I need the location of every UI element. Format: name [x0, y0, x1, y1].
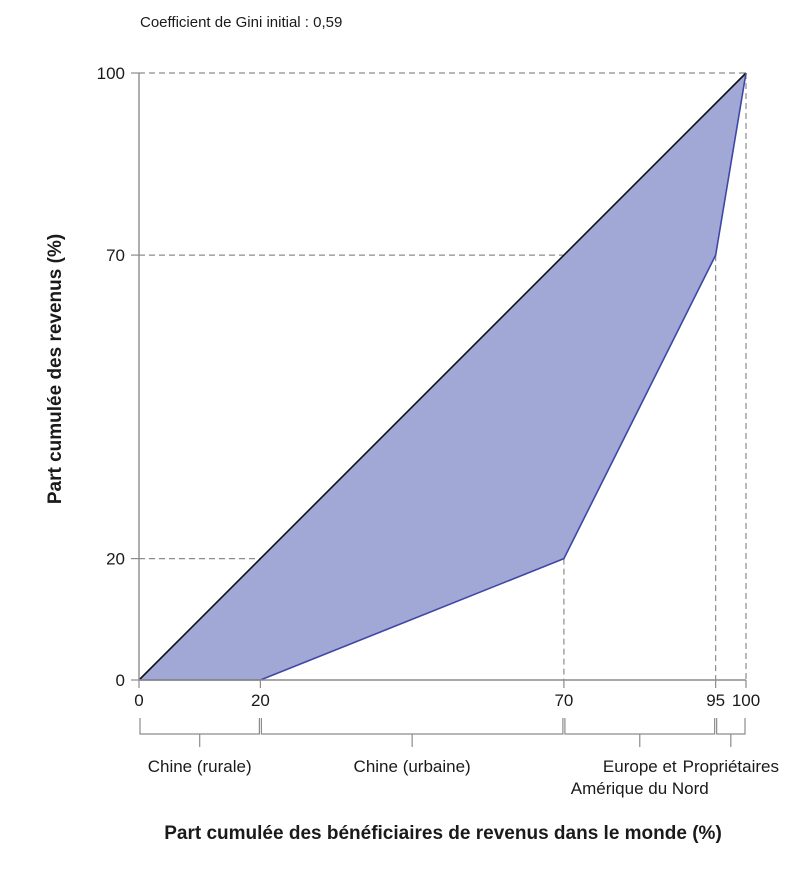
y-tick-label: 20: [106, 550, 125, 569]
group-bracket: Propriétaires: [683, 718, 779, 776]
group-label: Chine (urbaine): [354, 757, 471, 776]
x-tick-label: 20: [251, 691, 270, 710]
y-axis-ticks: 0 20 70 100: [97, 64, 139, 690]
y-tick-label: 100: [97, 64, 125, 83]
y-axis-title: Part cumulée des revenus (%): [45, 234, 66, 504]
x-tick-label: 70: [554, 691, 573, 710]
group-label: Amérique du Nord: [571, 779, 709, 798]
perfect-equality-line: [138, 72, 747, 681]
chart-subtitle: Coefficient de Gini initial : 0,59: [140, 14, 342, 31]
group-bracket: Chine (urbaine): [260, 718, 564, 776]
group-bracket: Europe et Amérique du Nord: [564, 718, 716, 798]
group-bracket: Chine (rurale): [139, 718, 260, 776]
y-tick-label: 0: [116, 671, 125, 690]
x-tick-label: 0: [134, 691, 143, 710]
x-tick-label: 100: [732, 691, 760, 710]
axes: [138, 73, 746, 681]
x-tick-label: 95: [706, 691, 725, 710]
group-brackets: Chine (rurale) Chine (urbaine) Europe et Am…: [139, 718, 779, 798]
y-tick-label: 70: [106, 246, 125, 265]
group-label: Chine (rurale): [148, 757, 252, 776]
group-label: Propriétaires: [683, 757, 779, 776]
x-axis-title: Part cumulée des bénéficiaires de revenu…: [164, 823, 722, 844]
x-axis-ticks: 0 20 70 95 100: [134, 680, 760, 710]
group-label: Europe et: [603, 757, 677, 776]
